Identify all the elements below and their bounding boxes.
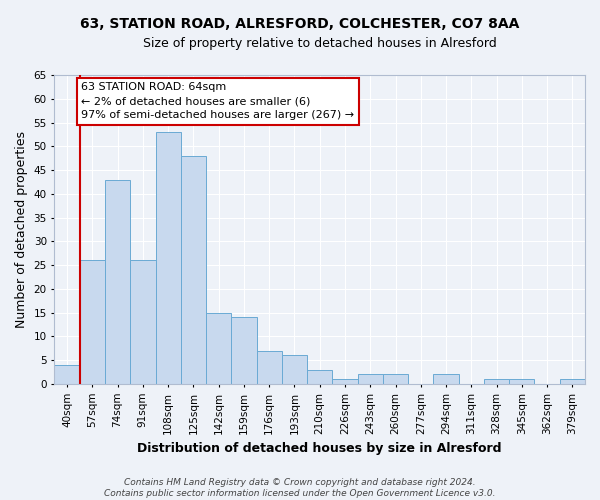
Text: 63, STATION ROAD, ALRESFORD, COLCHESTER, CO7 8AA: 63, STATION ROAD, ALRESFORD, COLCHESTER,…	[80, 18, 520, 32]
Bar	[80, 260, 105, 384]
Bar	[307, 370, 332, 384]
Bar	[509, 379, 535, 384]
Bar	[155, 132, 181, 384]
Bar	[383, 374, 408, 384]
Y-axis label: Number of detached properties: Number of detached properties	[15, 131, 28, 328]
Bar	[181, 156, 206, 384]
Bar	[484, 379, 509, 384]
Bar	[358, 374, 383, 384]
Bar	[560, 379, 585, 384]
Bar	[282, 356, 307, 384]
Bar	[130, 260, 155, 384]
Bar	[332, 379, 358, 384]
Bar	[55, 365, 80, 384]
Text: Contains HM Land Registry data © Crown copyright and database right 2024.
Contai: Contains HM Land Registry data © Crown c…	[104, 478, 496, 498]
Bar	[206, 312, 231, 384]
Bar	[257, 350, 282, 384]
Title: Size of property relative to detached houses in Alresford: Size of property relative to detached ho…	[143, 38, 497, 51]
X-axis label: Distribution of detached houses by size in Alresford: Distribution of detached houses by size …	[137, 442, 502, 455]
Bar	[433, 374, 458, 384]
Bar	[231, 318, 257, 384]
Bar	[105, 180, 130, 384]
Text: 63 STATION ROAD: 64sqm
← 2% of detached houses are smaller (6)
97% of semi-detac: 63 STATION ROAD: 64sqm ← 2% of detached …	[81, 82, 354, 120]
